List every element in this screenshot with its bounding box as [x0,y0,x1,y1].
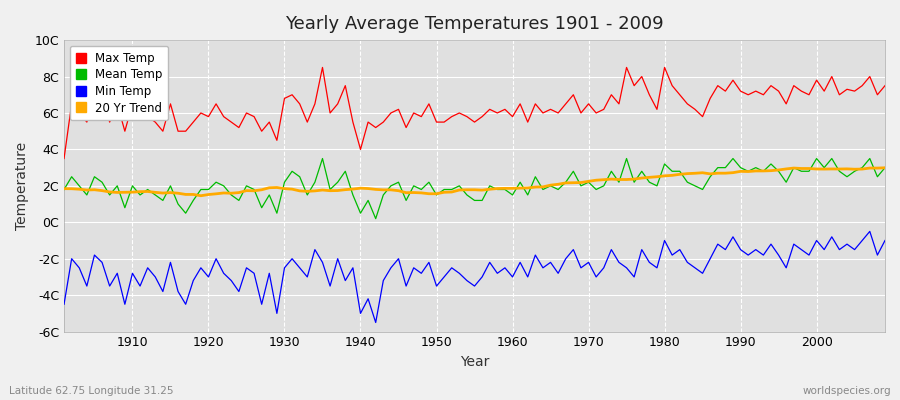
X-axis label: Year: Year [460,355,490,369]
Text: Latitude 62.75 Longitude 31.25: Latitude 62.75 Longitude 31.25 [9,386,174,396]
Legend: Max Temp, Mean Temp, Min Temp, 20 Yr Trend: Max Temp, Mean Temp, Min Temp, 20 Yr Tre… [70,46,168,120]
Text: worldspecies.org: worldspecies.org [803,386,891,396]
Y-axis label: Temperature: Temperature [15,142,29,230]
Title: Yearly Average Temperatures 1901 - 2009: Yearly Average Temperatures 1901 - 2009 [285,15,664,33]
